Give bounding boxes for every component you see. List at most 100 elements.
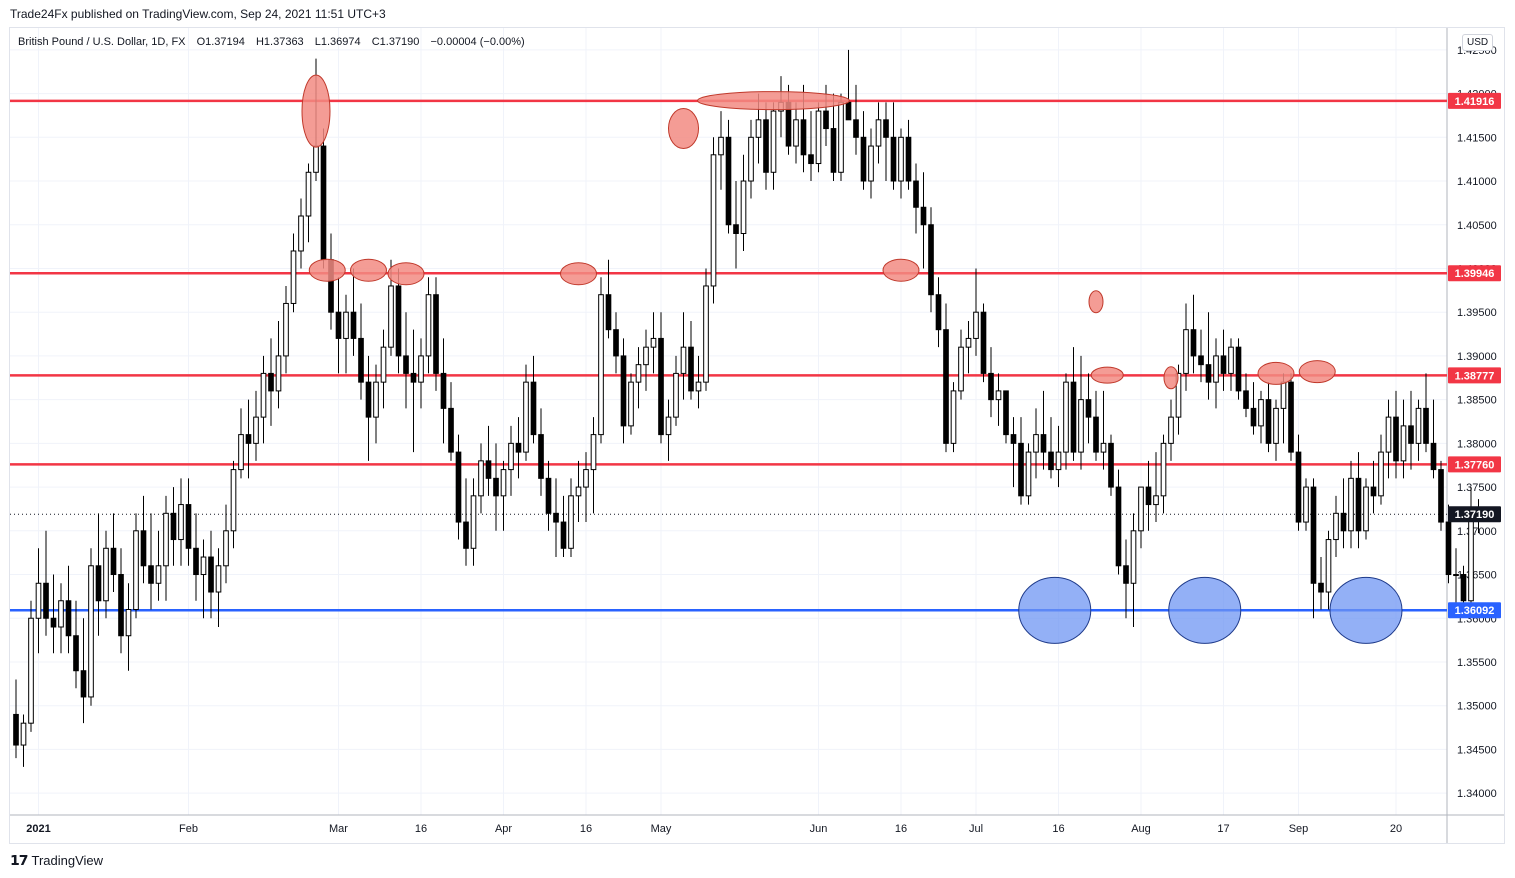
candle-body [1250, 407, 1257, 427]
x-tick-label: 2021 [26, 823, 50, 835]
candle-body [1333, 512, 1339, 541]
candle-body [1423, 407, 1429, 444]
candle-body [1085, 399, 1092, 418]
candle-body [35, 582, 42, 619]
tradingview-brand[interactable]: 𝟭𝟳 TradingView [10, 852, 103, 869]
candle-body [148, 565, 154, 584]
candle-body [733, 224, 739, 234]
candle-body [1153, 495, 1159, 506]
candle-body [1348, 477, 1354, 532]
candle-body [103, 547, 109, 602]
candle-body [1033, 434, 1039, 453]
y-tick-label: 1.38500 [1457, 395, 1497, 407]
candle-body [853, 119, 859, 138]
candle-body [1048, 451, 1054, 471]
candle-body [418, 355, 424, 383]
candle-body [1415, 407, 1422, 444]
legend-close: C1.37190 [371, 36, 420, 48]
candle-body [830, 128, 837, 173]
symbol-name[interactable]: British Pound / U.S. Dollar, 1D, FX [18, 36, 186, 48]
currency-button[interactable]: USD [1462, 34, 1494, 51]
candle-body [118, 574, 124, 637]
candle-body [223, 530, 229, 567]
candle-body [320, 145, 327, 261]
candle-body [718, 136, 724, 156]
candle-body [1168, 416, 1174, 444]
resistance-touch-marker [350, 258, 387, 282]
candle-body [1138, 486, 1144, 532]
candle-body [1273, 407, 1279, 444]
candle-body [823, 110, 829, 130]
candle-body [388, 285, 394, 348]
candle-body [335, 311, 342, 339]
candle-body [770, 110, 777, 173]
candle-body [695, 381, 702, 392]
resistance-touch-marker [560, 262, 597, 286]
candle-body [358, 337, 364, 383]
legend-high: H1.37363 [255, 36, 304, 48]
candle-body [995, 390, 1002, 401]
candle-body [635, 364, 642, 383]
level-price-tag [1448, 456, 1501, 473]
candle-body [268, 372, 274, 392]
candle-body [1363, 486, 1369, 532]
x-tick-label: 16 [580, 823, 592, 835]
candle-body [1280, 381, 1287, 409]
level-price-tag [1448, 602, 1501, 619]
candle-body [380, 346, 387, 383]
candle-body [1093, 416, 1099, 453]
level-price-tag [1448, 265, 1501, 282]
candle-body [508, 442, 514, 471]
candle-body [845, 101, 852, 121]
candle-body [313, 145, 319, 173]
candle-body [1445, 521, 1452, 576]
candle-body [1468, 512, 1474, 602]
candle-body [140, 530, 147, 567]
symbol-legend: British Pound / U.S. Dollar, 1D, FX O1.3… [18, 36, 533, 48]
candle-body [350, 311, 357, 339]
x-tick-label: 20 [1390, 823, 1402, 835]
candle-body [665, 416, 672, 436]
candle-body [1303, 486, 1309, 523]
candle-body [1018, 442, 1024, 497]
candle-body [410, 372, 417, 383]
x-tick-label: 16 [895, 823, 907, 835]
candle-body [538, 434, 544, 479]
candle-body [133, 530, 139, 611]
resistance-touch-marker [1088, 290, 1104, 314]
candle-body [1115, 486, 1122, 567]
candle-body [860, 136, 867, 182]
level-price-tag [1448, 92, 1501, 109]
candle-body [515, 442, 522, 453]
candle-body [1123, 565, 1129, 584]
candle-body [1295, 451, 1302, 523]
resistance-touch-marker [1257, 361, 1295, 385]
candle-body [898, 136, 904, 182]
candle-body [1130, 530, 1137, 584]
candle-body [1175, 372, 1182, 418]
publisher-caption: Trade24Fx published on TradingView.com, … [10, 7, 386, 21]
tradingview-logo-icon: 𝟭𝟳 [10, 852, 29, 868]
chart-frame [9, 27, 1505, 844]
candle-body [1453, 574, 1459, 577]
candle-body [673, 372, 679, 418]
candle-body [620, 355, 627, 427]
candle-body [1063, 381, 1069, 453]
candle-body [680, 346, 687, 374]
candle-body [463, 521, 469, 549]
candle-body [58, 600, 64, 628]
candle-body [658, 337, 664, 436]
candle-body [913, 180, 919, 208]
candle-body [95, 565, 102, 602]
candle-body [178, 504, 184, 541]
candle-body [1213, 355, 1219, 383]
candle-body [703, 285, 709, 383]
candle-body [193, 547, 199, 576]
candle-body [73, 635, 79, 672]
candle-body [163, 512, 169, 567]
candle-body [170, 512, 177, 541]
candle-body [793, 119, 799, 147]
resistance-touch-marker [308, 258, 346, 282]
candle-body [920, 206, 927, 226]
